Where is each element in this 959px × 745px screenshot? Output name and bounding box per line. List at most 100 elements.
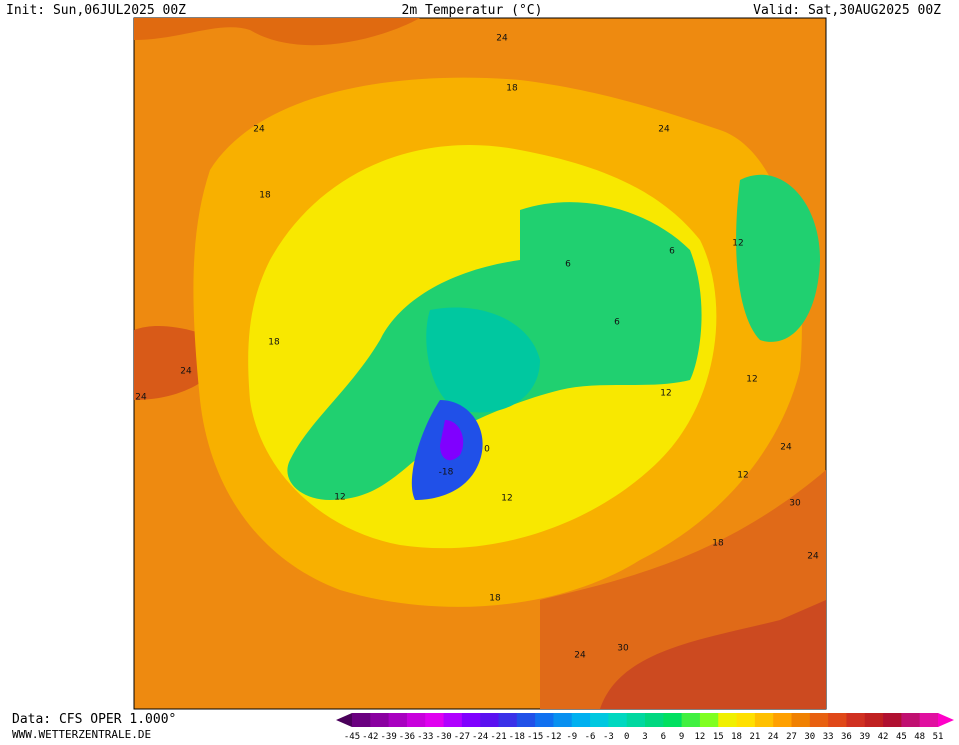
legend-swatch [406, 713, 426, 727]
legend-label: -36 [399, 732, 415, 741]
legend-label: -39 [380, 732, 396, 741]
legend-label: 21 [749, 732, 760, 741]
legend-label: 48 [914, 732, 925, 741]
legend-swatch [626, 713, 646, 727]
legend-label: 27 [786, 732, 797, 741]
legend-swatch [699, 713, 719, 727]
legend-label: 3 [642, 732, 647, 741]
legend-label: -9 [566, 732, 577, 741]
legend-label: 6 [661, 732, 666, 741]
contour-label: 12 [501, 494, 512, 504]
legend-swatch [663, 713, 683, 727]
legend-label: -15 [527, 732, 543, 741]
legend-label: 15 [713, 732, 724, 741]
contour-label: 30 [617, 644, 629, 654]
contour-label: 0 [484, 445, 490, 455]
legend-swatch [883, 713, 902, 727]
legend-label: -42 [362, 732, 378, 741]
legend-label: -33 [417, 732, 433, 741]
contour-label: 12 [334, 493, 345, 503]
legend-label: 18 [731, 732, 742, 741]
legend-swatch [352, 713, 371, 727]
legend-swatch [443, 713, 463, 727]
contour-label: 30 [789, 499, 801, 509]
contour-label: 12 [737, 471, 748, 481]
legend-swatch [425, 713, 445, 727]
legend-label: 30 [804, 732, 815, 741]
legend-swatch [718, 713, 738, 727]
contour-label: 18 [489, 594, 501, 604]
legend-label: -6 [585, 732, 596, 741]
contour-label: 24 [180, 367, 192, 377]
ice-core [440, 420, 464, 461]
legend-swatch [571, 713, 591, 727]
legend-label: 42 [878, 732, 889, 741]
website: WWW.WETTERZENTRALE.DE [12, 728, 151, 741]
legend-swatch [809, 713, 829, 727]
contour-labels: 24 18 24 18 12 6 6 6 18 24 24 12 12 0 -1… [135, 34, 819, 661]
legend-label: -30 [435, 732, 451, 741]
legend-label: 0 [624, 732, 629, 741]
contour-label: 24 [658, 125, 670, 135]
contour-label: 24 [496, 34, 508, 44]
legend-swatch [590, 713, 609, 727]
contour-label: 12 [660, 389, 671, 399]
legend-label: 39 [859, 732, 870, 741]
title: 2m Temperatur (°C) [402, 3, 543, 18]
init-label: Init: Sun,06JUL2025 00Z [6, 3, 186, 18]
data-source: Data: CFS OPER 1.000° [12, 712, 176, 727]
cold-region [736, 174, 820, 342]
legend-swatch [498, 713, 518, 727]
legend-label: -18 [509, 732, 525, 741]
contour-label: 6 [614, 318, 620, 328]
legend-swatch [480, 713, 499, 727]
legend-swatch [516, 713, 536, 727]
legend-label: 9 [679, 732, 684, 741]
legend-label: -24 [472, 732, 488, 741]
contour-label: 18 [506, 84, 518, 94]
contour-label: 24 [780, 443, 792, 453]
legend-swatch [388, 713, 408, 727]
legend-swatch [736, 713, 756, 727]
legend-label: -45 [344, 732, 360, 741]
legend-swatch [370, 713, 390, 727]
contour-label: 12 [732, 239, 743, 249]
legend-swatch [919, 713, 939, 727]
legend-swatch [901, 713, 921, 727]
legend-swatch [461, 713, 481, 727]
colder-region [426, 307, 540, 413]
contour-label: 24 [253, 125, 265, 135]
legend-label: -21 [490, 732, 506, 741]
legend-label: 12 [695, 732, 706, 741]
legend-swatch [828, 713, 847, 727]
legend-swatch [535, 713, 554, 727]
contour-label: 12 [746, 375, 757, 385]
contour-label: 24 [135, 393, 147, 403]
legend-label: -27 [454, 732, 470, 741]
legend-label: -3 [603, 732, 614, 741]
legend-label: 33 [823, 732, 834, 741]
contour-label: 18 [259, 191, 271, 201]
contour-label: -18 [439, 468, 454, 478]
legend-swatch [645, 713, 664, 727]
contour-label: 6 [565, 260, 571, 270]
legend-label: 24 [768, 732, 779, 741]
color-legend: -45 -42 -39 -36 -33 -30 -27 -24 -21 -18 -15 -12 -9 -6… [336, 713, 954, 742]
map [133, 17, 827, 710]
legend-swatch [846, 713, 866, 727]
legend-swatch [754, 713, 774, 727]
legend-label: 45 [896, 732, 907, 741]
hot-region [600, 600, 826, 709]
legend-swatch [791, 713, 811, 727]
legend-label: 51 [933, 732, 944, 741]
legend-swatch [681, 713, 701, 727]
legend-label: -12 [545, 732, 561, 741]
legend-label: 36 [841, 732, 852, 741]
contour-label: 18 [712, 539, 724, 549]
legend-swatch [864, 713, 884, 727]
legend-arrow [938, 713, 954, 727]
legend-swatch [608, 713, 628, 727]
legend-swatch [773, 713, 792, 727]
